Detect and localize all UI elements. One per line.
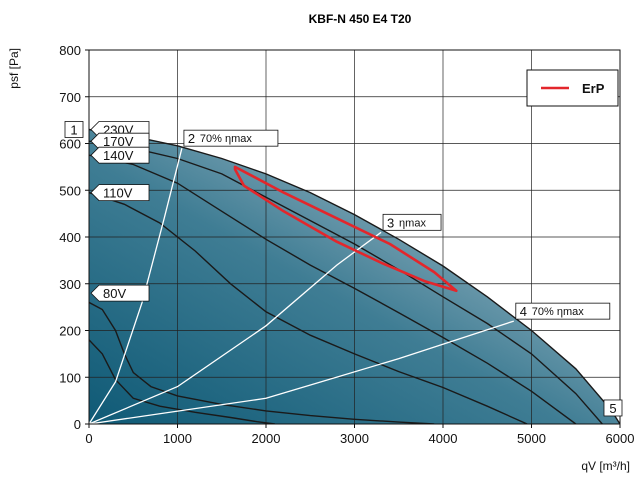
efficiency-label-text: ηmax	[399, 217, 426, 229]
marker-number: 1	[70, 122, 77, 137]
y-tick-label: 500	[59, 183, 81, 198]
speed-curve-170v	[89, 140, 603, 424]
erp-region	[233, 165, 458, 293]
speed-curve-110v	[89, 191, 528, 424]
speed-curve-80v	[89, 301, 435, 424]
efficiency-lines	[89, 148, 515, 424]
y-tick-label: 400	[59, 230, 81, 245]
speed-label-80v: 80V	[90, 284, 150, 302]
x-axis-label: qV [m³/h]	[581, 459, 630, 473]
speed-curves	[89, 128, 620, 424]
efficiency-label-3: 3 ηmax	[382, 213, 442, 231]
speed-label-text: 110V	[103, 186, 133, 201]
y-tick-label: 700	[59, 90, 81, 105]
y-tick-label: 200	[59, 324, 81, 339]
y-tick-label: 800	[59, 43, 81, 58]
speed-label-text: 140V	[103, 148, 134, 163]
x-tick-label: 6000	[606, 431, 635, 446]
axis-ticks: 0 1000 2000 3000 4000 5000 6000 0 100 200 300 400 50…	[59, 43, 634, 446]
efficiency-line-4	[89, 320, 515, 424]
efficiency-marker: 3	[387, 215, 394, 230]
x-tick-label: 5000	[517, 431, 546, 446]
y-tick-label: 100	[59, 370, 81, 385]
efficiency-label-4: 4 70% ηmax	[515, 302, 611, 320]
x-tick-label: 0	[85, 431, 92, 446]
x-tick-label: 3000	[340, 431, 369, 446]
efficiency-label-2: 2 70% ηmax	[183, 129, 279, 147]
speed-label-text: 80V	[103, 286, 126, 301]
speed-label-140v: 140V	[90, 146, 150, 164]
efficiency-line-2	[89, 148, 183, 424]
efficiency-marker: 2	[188, 131, 195, 146]
y-tick-label: 0	[74, 417, 81, 432]
speed-curve-230v	[89, 128, 620, 424]
efficiency-marker: 4	[520, 304, 527, 319]
x-tick-label: 4000	[429, 431, 458, 446]
y-axis-label: psf [Pa]	[7, 48, 21, 89]
erp-region-layer	[233, 165, 458, 293]
y-tick-label: 600	[59, 137, 81, 152]
chart-title: KBF-N 450 E4 T20	[309, 12, 412, 26]
speed-label-170v: 170V	[90, 132, 150, 150]
speed-label-text: 170V	[103, 134, 134, 149]
marker-box-1	[64, 121, 84, 138]
efficiency-line-3	[89, 231, 382, 424]
efficiency-label-text: 70% ηmax	[532, 306, 584, 318]
marker-number: 5	[609, 401, 616, 416]
legend-erp-label: ErP	[582, 81, 605, 96]
speed-curve-extra-5	[89, 339, 275, 424]
y-tick-label: 300	[59, 277, 81, 292]
efficiency-label-text: 70% ηmax	[200, 133, 252, 145]
speed-label-110v: 110V	[90, 184, 150, 201]
legend: ErP	[526, 69, 619, 107]
marker-box-5	[603, 399, 623, 417]
x-tick-label: 2000	[252, 431, 281, 446]
x-tick-label: 1000	[163, 431, 192, 446]
speed-curve-140v	[89, 154, 577, 424]
